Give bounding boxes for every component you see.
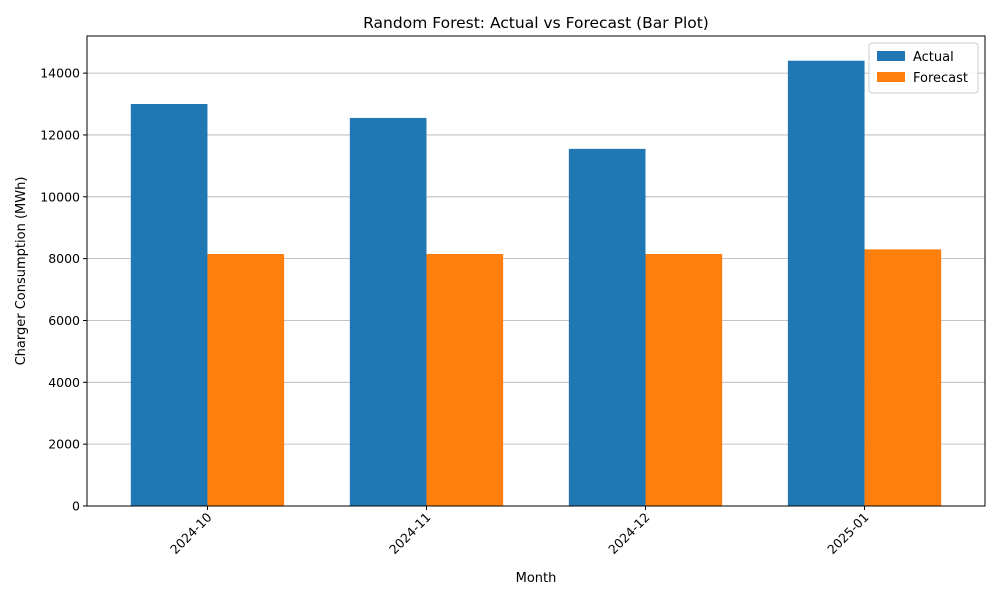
bar-forecast-2025-01 (864, 249, 942, 506)
y-tick-label: 0 (72, 499, 80, 514)
x-axis-ticks: 2024-10 2024-11 2024-12 2025-01 (167, 506, 872, 557)
x-axis-title: Month (516, 571, 557, 586)
bar-actual-2024-12 (568, 148, 646, 506)
x-tick-label: 2024-12 (605, 510, 653, 558)
x-tick-label: 2024-11 (386, 510, 434, 558)
y-axis-title: Charger Consumption (MWh) (14, 177, 29, 366)
legend-swatch-actual (877, 51, 905, 61)
legend-label-forecast: Forecast (913, 71, 968, 86)
legend: Actual Forecast (868, 42, 979, 94)
y-tick-label: 8000 (48, 251, 80, 266)
bar-forecast-2024-10 (207, 253, 285, 506)
bar-actual-2024-10 (130, 104, 208, 507)
y-tick-label: 10000 (40, 189, 80, 204)
y-tick-label: 4000 (48, 375, 80, 390)
bar-forecast-2024-11 (426, 253, 504, 506)
bar-actual-2024-11 (349, 117, 427, 506)
y-axis-ticks: 0 2000 4000 6000 8000 10000 12000 14000 (40, 66, 87, 514)
legend-swatch-forecast (877, 72, 905, 82)
x-tick-label: 2025-01 (824, 510, 872, 558)
y-tick-label: 12000 (40, 127, 80, 142)
bar-forecast-2024-12 (645, 253, 723, 506)
bars (130, 60, 942, 507)
y-tick-label: 6000 (48, 313, 80, 328)
bar-actual-2025-01 (787, 60, 865, 506)
legend-label-actual: Actual (913, 50, 954, 65)
plot-frame (86, 35, 986, 507)
y-tick-label: 2000 (48, 437, 80, 452)
chart-title: Random Forest: Actual vs Forecast (Bar P… (363, 14, 709, 32)
y-tick-label: 14000 (40, 66, 80, 81)
x-tick-label: 2024-10 (167, 509, 215, 557)
